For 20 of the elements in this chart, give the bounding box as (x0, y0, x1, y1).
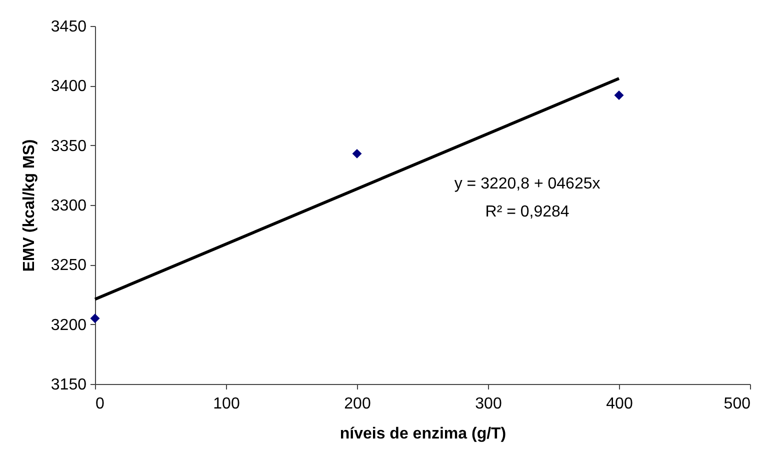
y-tick-label: 3150 (50, 376, 87, 394)
point (90, 314, 100, 324)
x-tick-label: 0 (96, 396, 104, 412)
y-tick-label: 3250 (50, 257, 87, 274)
x-tick-label: 100 (213, 396, 240, 412)
y-tick-label: 3300 (50, 198, 87, 214)
point (614, 90, 624, 100)
y-tick-label: 3350 (50, 138, 87, 155)
annotation: R² = 0,9284 (485, 204, 570, 221)
y-tick-label: 3400 (50, 78, 87, 96)
y-axis-title: EMV (kcal/kg MS) (20, 139, 38, 272)
annotation: y = 3220,8 + 04625x (454, 176, 600, 193)
x-tick-label: 300 (475, 396, 502, 412)
x-tick-label: 400 (606, 396, 633, 412)
x-axis-title: níveis de enzima (g/T) (340, 426, 506, 442)
x-tick-label: 500 (724, 396, 751, 412)
point (352, 148, 362, 158)
y-tick-label: 3450 (50, 18, 87, 36)
y-tick-label: 3200 (50, 316, 87, 334)
x-tick-label: 200 (344, 396, 371, 412)
